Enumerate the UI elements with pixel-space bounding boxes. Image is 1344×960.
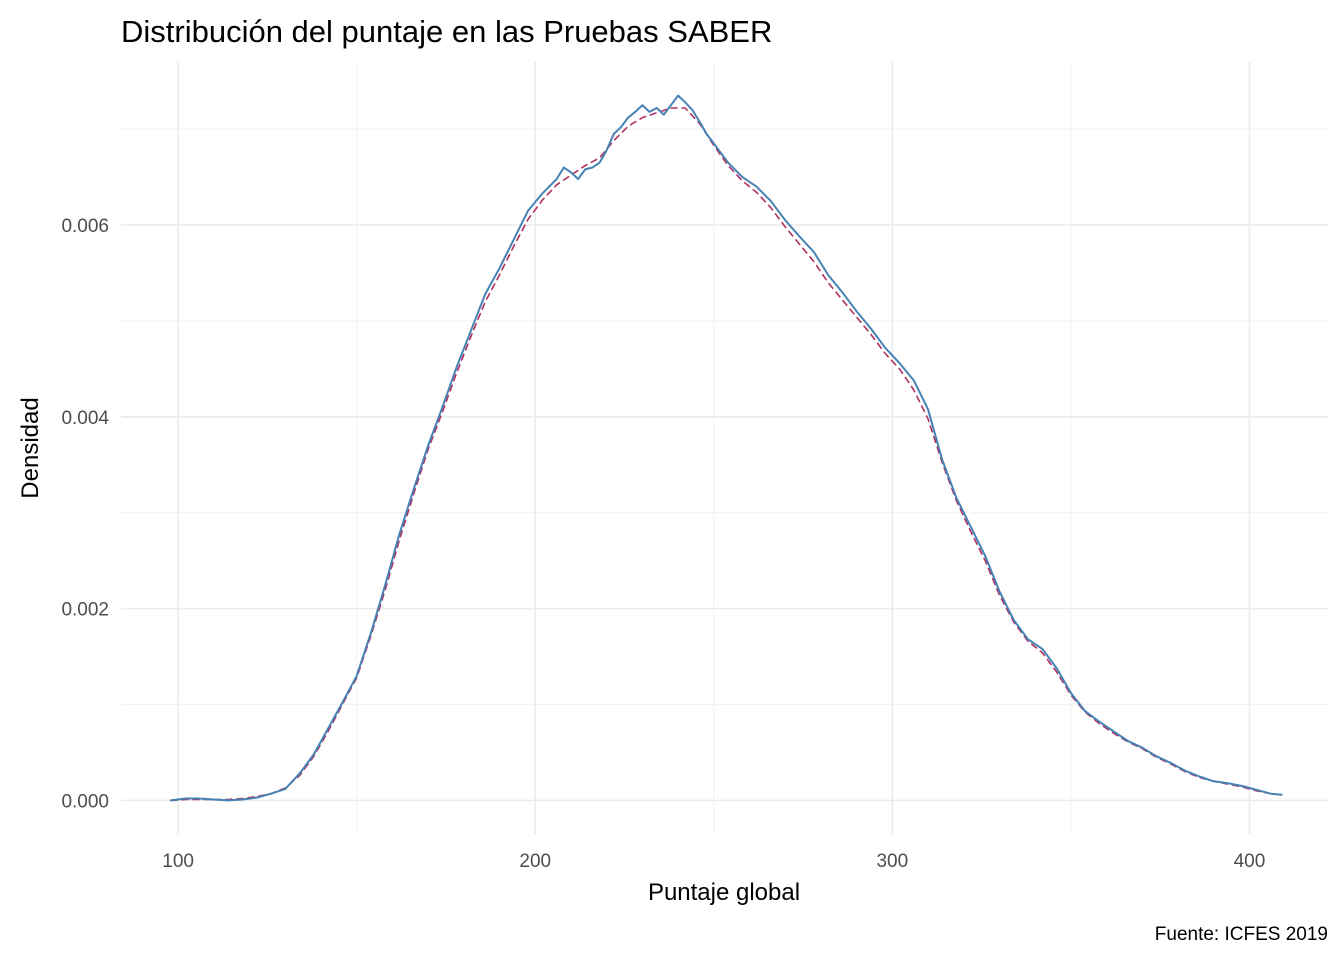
major-gridlines: [121, 62, 1328, 834]
x-axis-title: Puntaje global: [648, 879, 800, 906]
y-tick-label: 0.002: [61, 600, 109, 621]
x-tick-label: 300: [876, 851, 908, 872]
y-axis-title: Densidad: [17, 397, 44, 498]
chart-title: Distribución del puntaje en las Pruebas …: [121, 14, 772, 49]
series-layer: [170, 94, 1283, 802]
y-tick-label: 0.006: [61, 216, 109, 237]
x-tick-label: 100: [162, 851, 194, 872]
y-axis-tick-labels: 0.000 0.002 0.004 0.006: [61, 216, 109, 812]
minor-gridlines: [121, 62, 1328, 834]
dashed-density-line: [170, 107, 1283, 802]
x-tick-label: 400: [1234, 851, 1266, 872]
y-tick-label: 0.000: [61, 791, 109, 812]
chart-caption: Fuente: ICFES 2019: [1155, 924, 1328, 945]
y-tick-label: 0.004: [61, 408, 109, 429]
x-axis-tick-labels: 100 200 300 400: [162, 851, 1265, 872]
empirical-density-line: [170, 94, 1283, 802]
x-tick-label: 200: [519, 851, 551, 872]
